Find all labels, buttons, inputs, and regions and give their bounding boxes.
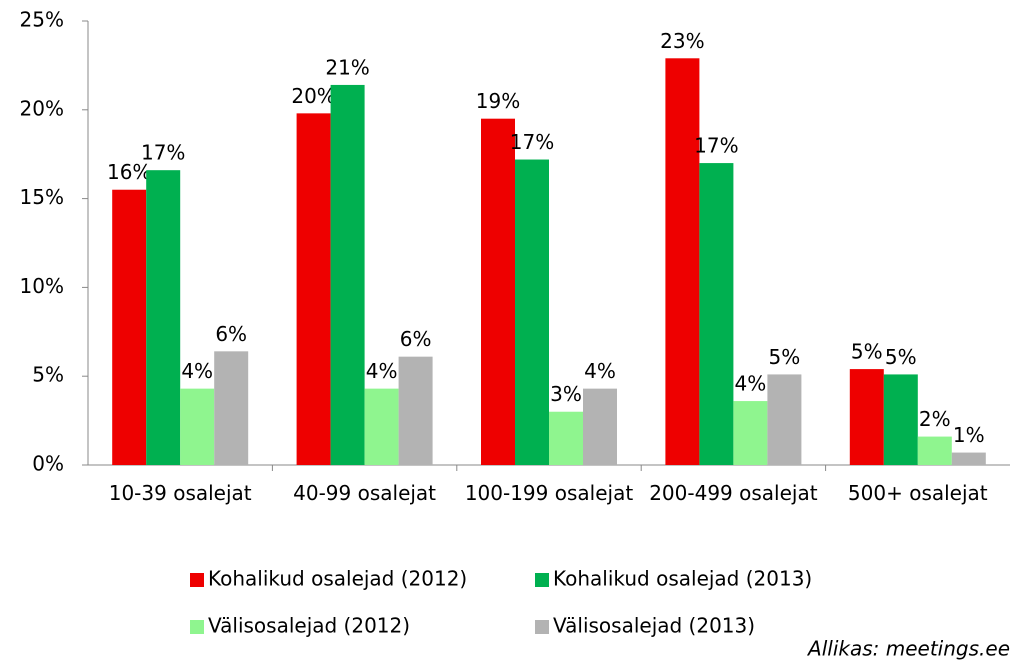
data-label: 2% (919, 407, 951, 431)
y-tick-label: 5% (32, 363, 64, 387)
data-label: 17% (694, 134, 738, 158)
bar (767, 374, 802, 465)
x-tick-label: 10-39 osalejat (108, 481, 252, 505)
x-tick-label: 200-499 osalejat (649, 481, 818, 505)
data-label: 17% (510, 130, 554, 154)
x-tick-label-box: 100-199 osalejat (464, 481, 634, 505)
bar (180, 388, 215, 465)
bar (364, 388, 399, 465)
bar (330, 84, 365, 465)
legend-swatch (190, 573, 204, 587)
x-tick-label: 100-199 osalejat (464, 481, 634, 505)
data-label: 4% (584, 359, 616, 383)
legend-swatch (190, 620, 204, 634)
data-label: 23% (660, 29, 704, 53)
data-label: 5% (769, 345, 801, 369)
bar (733, 401, 768, 465)
data-label: 19% (476, 89, 520, 113)
x-tick-label-box: 40-99 osalejat (293, 481, 437, 505)
bar (665, 58, 700, 466)
bar (699, 163, 734, 465)
y-tick-label: 0% (32, 452, 64, 476)
y-tick-label: 25% (20, 8, 64, 32)
y-tick-label: 15% (20, 185, 64, 209)
data-label: 1% (953, 423, 985, 447)
bar (883, 374, 918, 465)
legend-swatch (535, 573, 549, 587)
x-tick-label: 500+ osalejat (847, 481, 988, 505)
data-label: 20% (291, 84, 335, 108)
legend-label: Välisosalejad (2012) (208, 614, 410, 638)
x-tick-label-box: 500+ osalejat (847, 481, 988, 505)
data-label: 4% (366, 359, 398, 383)
data-label: 4% (735, 372, 767, 396)
x-tick-label: 40-99 osalejat (293, 481, 437, 505)
legend-label: Välisosalejad (2013) (553, 614, 755, 638)
data-label: 5% (885, 345, 917, 369)
bar (398, 356, 433, 465)
legend-label: Kohalikud osalejad (2012) (208, 567, 467, 591)
x-tick-label-box: 200-499 osalejat (649, 481, 818, 505)
y-tick-label: 20% (20, 96, 64, 120)
x-tick-label-box: 10-39 osalejat (108, 481, 252, 505)
data-label: 6% (400, 327, 432, 351)
bar (917, 436, 952, 465)
y-tick-label: 10% (20, 274, 64, 298)
bar (951, 452, 986, 465)
bar (481, 118, 515, 466)
data-label: 21% (325, 55, 369, 79)
bar (112, 189, 147, 465)
data-label: 16% (107, 160, 151, 184)
source-note: Allikas: meetings.ee (806, 637, 1010, 661)
bar (296, 113, 331, 466)
bar (849, 369, 884, 465)
data-label: 6% (215, 322, 247, 346)
bar (214, 351, 249, 465)
legend-swatch (535, 620, 549, 634)
legend-label: Kohalikud osalejad (2013) (553, 567, 812, 591)
bar (146, 170, 181, 465)
data-label: 4% (181, 359, 213, 383)
data-label: 17% (141, 141, 185, 165)
data-label: 5% (851, 340, 883, 364)
bar (515, 159, 549, 465)
bar (583, 388, 617, 465)
data-label: 3% (550, 382, 582, 406)
bar (549, 411, 583, 465)
